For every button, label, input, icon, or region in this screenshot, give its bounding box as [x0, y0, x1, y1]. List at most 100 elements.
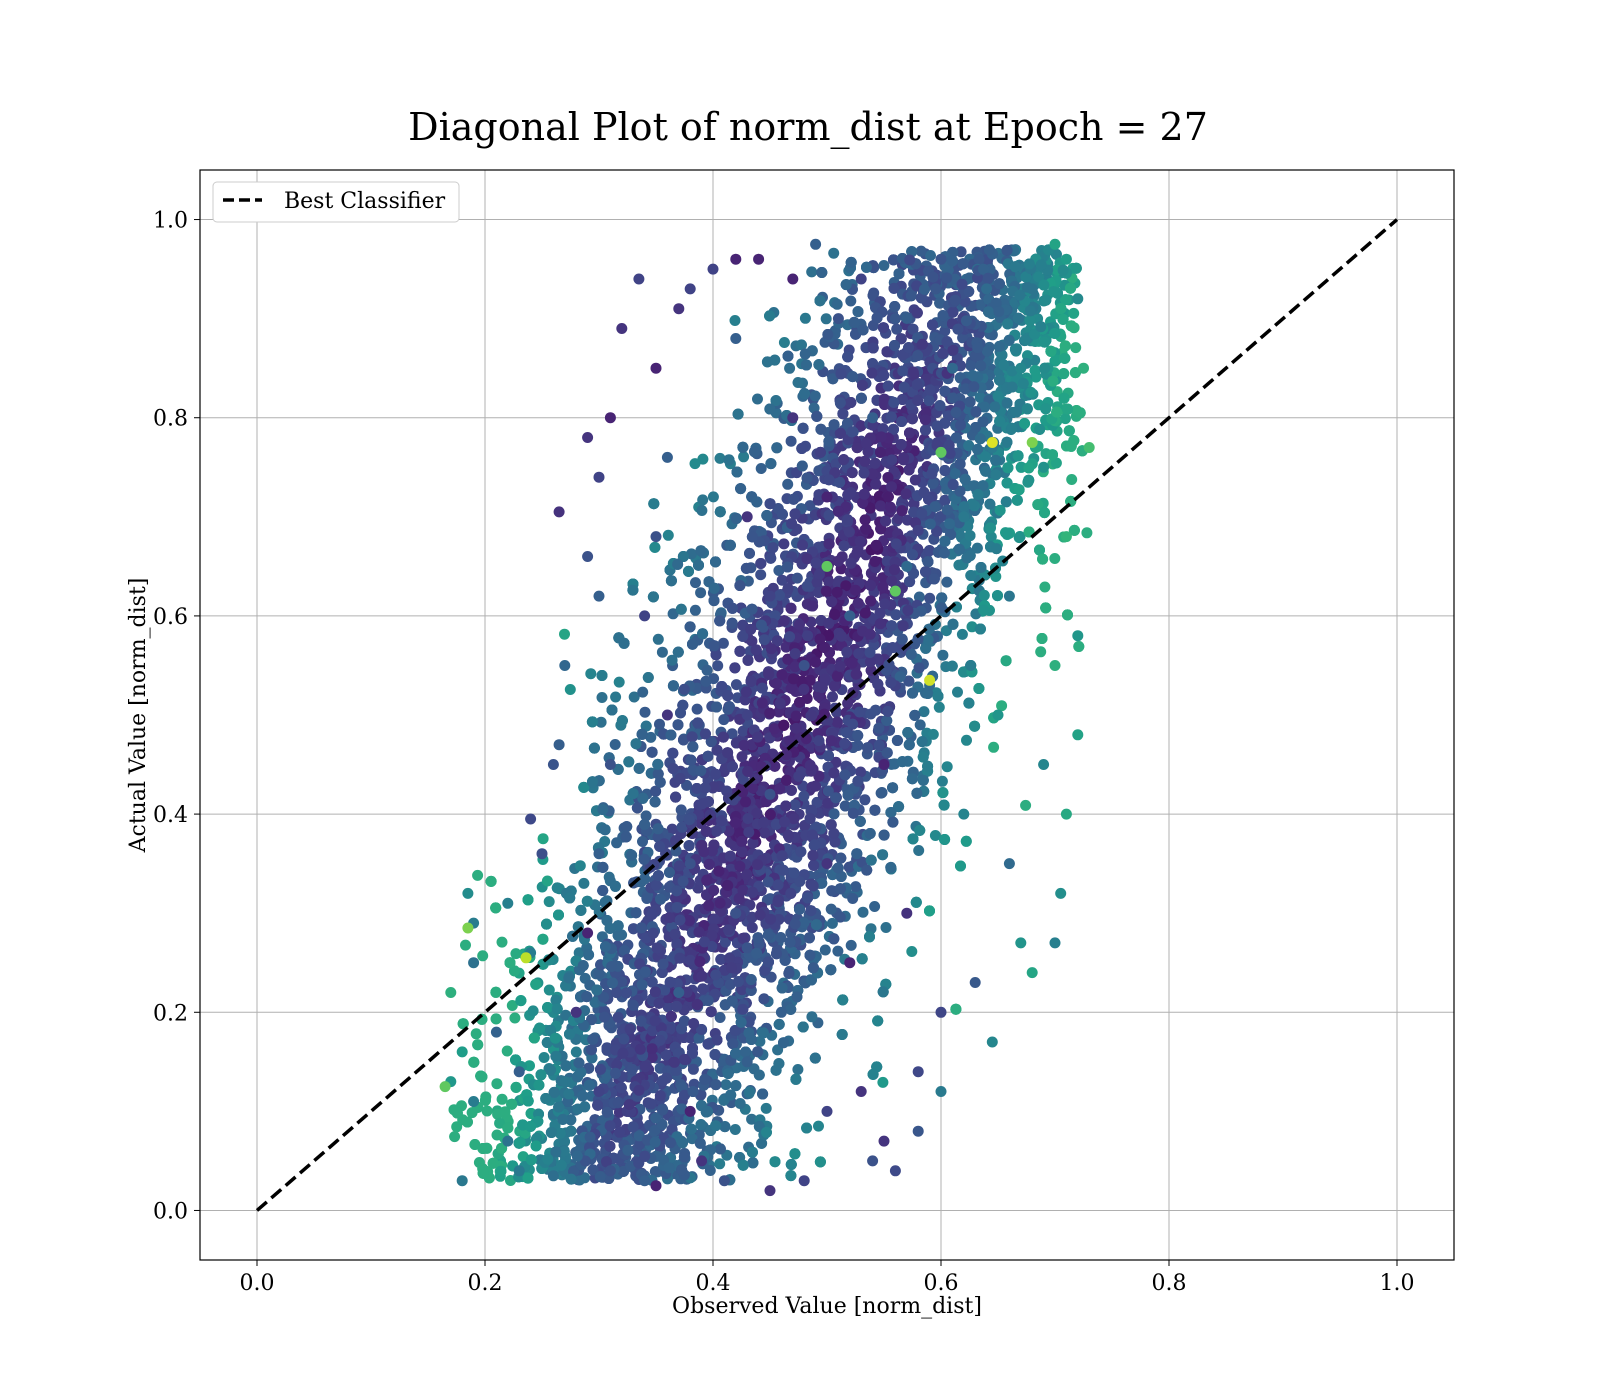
scatter-point: [952, 686, 963, 698]
scatter-point: [831, 298, 843, 310]
scatter-point: [654, 1090, 666, 1102]
scatter-point: [752, 393, 763, 405]
scatter-point: [691, 703, 703, 715]
scatter-point: [965, 360, 977, 372]
scatter-point: [925, 250, 936, 261]
scatter-point: [524, 1060, 535, 1072]
scatter-density-cloud: [448, 244, 1093, 1186]
scatter-point: [695, 587, 707, 599]
scatter-point: [491, 1078, 503, 1090]
scatter-point: [773, 706, 785, 718]
scatter-point: [730, 679, 742, 691]
scatter-point: [806, 266, 818, 278]
scatter-point: [782, 478, 794, 490]
scatter-point: [906, 946, 918, 957]
scatter-point: [550, 994, 562, 1006]
scatter-point: [690, 577, 701, 589]
scatter-point: [939, 325, 951, 337]
scatter-point: [755, 569, 767, 581]
scatter-point: [855, 766, 867, 778]
scatter-point: [574, 860, 586, 872]
scatter-point: [1049, 553, 1061, 564]
scatter-point: [785, 435, 797, 447]
scatter-point: [859, 794, 871, 806]
scatter-point: [799, 312, 811, 324]
scatter-point: [927, 728, 939, 740]
scatter-point: [1020, 799, 1032, 811]
scatter-point: [746, 922, 758, 934]
scatter-point: [667, 608, 679, 620]
scatter-point: [941, 576, 953, 588]
scatter-point: [666, 654, 678, 666]
scatter-point: [937, 649, 949, 661]
scatter-point: [578, 877, 590, 889]
scatter-point: [689, 458, 701, 470]
scatter-point: [596, 692, 608, 703]
scatter-point: [707, 491, 719, 503]
scatter-point: [729, 315, 741, 326]
scatter-point: [496, 936, 508, 948]
scatter-point: [460, 939, 471, 951]
scatter-point: [843, 861, 855, 873]
scatter-point: [961, 734, 972, 746]
scatter-point: [878, 260, 890, 271]
scatter-point: [941, 761, 953, 773]
scatter-point: [681, 779, 693, 791]
scatter-point: [819, 944, 831, 956]
scatter-point: [929, 830, 941, 841]
scatter-point: [880, 922, 892, 933]
scatter-point: [791, 572, 803, 584]
scatter-point: [798, 790, 810, 802]
scatter-point: [613, 676, 625, 688]
scatter-point: [891, 323, 903, 335]
scatter-point: [990, 571, 1002, 582]
scatter-point: [697, 494, 709, 506]
scatter-point: [470, 1028, 482, 1040]
scatter-point: [639, 706, 651, 718]
scatter-point: [645, 731, 657, 743]
scatter-point: [996, 700, 1008, 712]
scatter-point: [537, 833, 549, 845]
scatter-point: [809, 390, 821, 402]
scatter-point: [611, 837, 623, 849]
scatter-point: [449, 1131, 461, 1143]
scatter-point: [714, 1158, 726, 1170]
scatter-point: [760, 1102, 772, 1114]
grid-lines: [200, 170, 1454, 1260]
scatter-point: [585, 668, 597, 680]
scatter-point: [832, 945, 844, 957]
scatter-point: [1066, 474, 1078, 485]
chart-title: Diagonal Plot of norm_dist at Epoch = 27: [408, 105, 1208, 150]
scatter-point: [662, 529, 674, 541]
scatter-point: [510, 948, 522, 960]
scatter-point: [1068, 307, 1080, 319]
scatter-point: [720, 1079, 732, 1091]
scatter-point: [1059, 413, 1071, 425]
scatter-point: [543, 896, 555, 908]
scatter-point: [744, 1086, 756, 1098]
scatter-point: [451, 1121, 463, 1133]
scatter-point: [754, 1036, 766, 1047]
scatter-point: [985, 531, 997, 543]
scatter-point: [827, 691, 838, 703]
scatter-point: [813, 1120, 824, 1132]
scatter-point: [723, 825, 735, 837]
scatter-point: [971, 542, 983, 554]
scatter-point: [477, 950, 489, 962]
scatter-point: [527, 1005, 539, 1017]
scatter-point: [924, 592, 936, 604]
scatter-point: [738, 451, 750, 463]
scatter-point: [494, 1117, 506, 1129]
scatter-point: [712, 660, 724, 672]
scatter-point: [509, 1012, 521, 1024]
scatter-point: [726, 728, 738, 740]
scatter-point: [784, 766, 796, 778]
scatter-point: [506, 1000, 518, 1011]
scatter-point: [773, 565, 785, 576]
scatter-point: [1070, 342, 1082, 354]
scatter-point: [640, 810, 652, 822]
scatter-point: [806, 1011, 818, 1023]
scatter-point: [696, 505, 708, 516]
scatter-point: [755, 463, 767, 474]
